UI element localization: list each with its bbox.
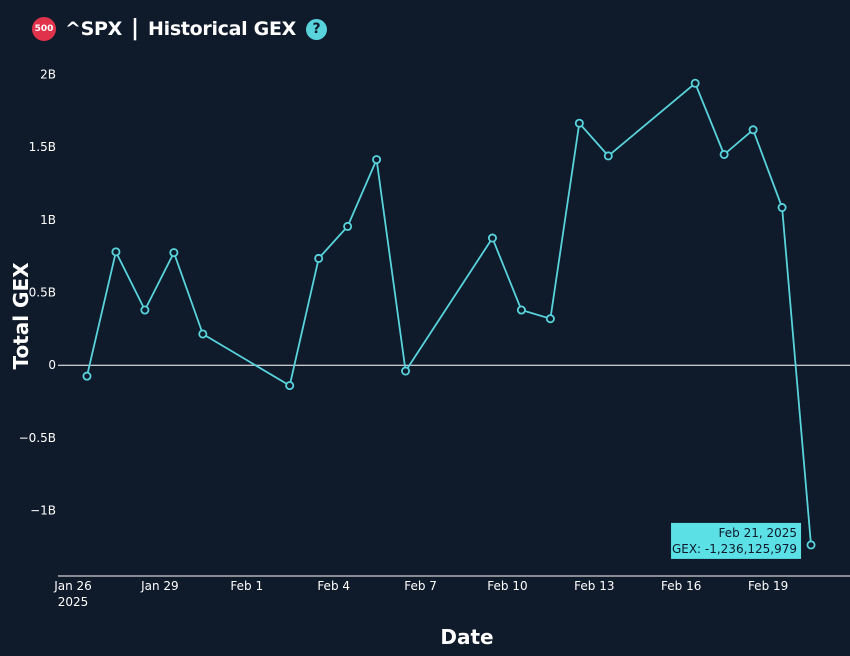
help-question-icon[interactable]: ? (306, 18, 328, 40)
ticker-symbol: ^SPX (65, 18, 122, 40)
y-tick-label: −0.5B (19, 431, 56, 445)
x-tick-label: 2025 (58, 595, 89, 609)
data-point[interactable] (806, 540, 816, 550)
y-tick-label: −1B (30, 504, 56, 518)
y-axis-ticks: 2B 1.5B 1B 0.5B 0 −0.5B −1B (19, 68, 56, 518)
data-point[interactable] (401, 366, 411, 376)
x-tick-label: Feb 4 (317, 579, 350, 593)
hover-tooltip: Feb 21, 2025 GEX: -1,236,125,979 (671, 522, 802, 559)
y-axis-title: Total GEX (9, 262, 33, 370)
y-tick-label: 2B (40, 68, 56, 82)
chart-header: 500 ^SPX | Historical GEX ? (32, 14, 328, 44)
tooltip-value: GEX: -1,236,125,979 (672, 542, 797, 556)
x-tick-label: Feb 13 (574, 579, 614, 593)
x-axis-title: Date (440, 625, 493, 649)
y-tick-label: 1B (40, 213, 56, 227)
data-point[interactable] (487, 233, 497, 243)
data-point[interactable] (748, 125, 758, 135)
x-tick-label: Jan 29 (140, 579, 179, 593)
sp500-badge-icon: 500 (32, 17, 56, 41)
tooltip-date: Feb 21, 2025 (719, 526, 798, 540)
data-point[interactable] (690, 78, 700, 88)
data-point[interactable] (198, 329, 208, 339)
data-point[interactable] (777, 203, 787, 213)
tooltip-box (671, 522, 802, 559)
x-tick-label: Feb 7 (404, 579, 437, 593)
y-tick-label: 1.5B (29, 140, 56, 154)
data-point[interactable] (169, 248, 179, 258)
chart-title: Historical GEX (148, 18, 297, 40)
data-point[interactable] (545, 314, 555, 324)
data-point[interactable] (285, 381, 295, 391)
x-tick-label: Jan 26 (53, 579, 92, 593)
x-tick-label: Feb 10 (487, 579, 527, 593)
title-separator: | (130, 15, 140, 41)
series-points (82, 78, 816, 550)
y-tick-label: 0 (48, 358, 56, 372)
data-point[interactable] (372, 155, 382, 165)
y-tick-label: 0.5B (29, 286, 56, 300)
x-tick-label: Feb 19 (748, 579, 788, 593)
x-tick-label: Feb 16 (661, 579, 701, 593)
x-tick-label: Feb 1 (230, 579, 263, 593)
x-axis-ticks: Jan 26 2025 Jan 29 Feb 1 Feb 4 Feb 7 Feb 10 Feb… (53, 579, 788, 609)
data-point[interactable] (314, 253, 324, 263)
data-point[interactable] (343, 221, 353, 231)
data-point[interactable] (574, 118, 584, 128)
data-point[interactable] (603, 151, 613, 161)
data-point[interactable] (516, 305, 526, 315)
data-point[interactable] (82, 371, 92, 381)
data-point[interactable] (111, 247, 121, 257)
data-point[interactable] (719, 149, 729, 159)
series-line-gex (86, 82, 812, 545)
data-point[interactable] (140, 305, 150, 315)
